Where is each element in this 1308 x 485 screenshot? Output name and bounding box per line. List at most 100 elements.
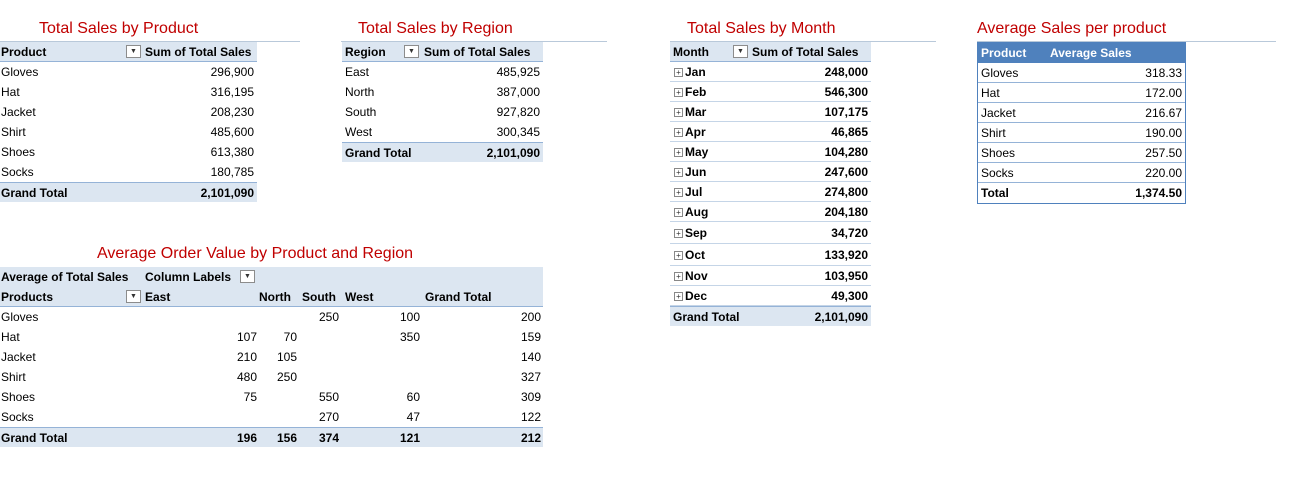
filter-dropdown-icon[interactable]: ▼ [126,45,141,58]
row-label-wrap[interactable]: + Oct [674,244,705,266]
row-value: 248,000 [824,65,868,79]
total-label: Total [981,186,1009,200]
grand-total-value: 2,101,090 [486,146,540,160]
filter-dropdown-icon[interactable]: ▼ [404,45,419,58]
cell-value: 122 [520,410,541,424]
row-label-wrap[interactable]: + Jan [674,62,706,82]
aov-pivot-title: Average Order Value by Product and Regio… [97,245,414,262]
region-pivot-table: Region ▼ Sum of Total Sales East 485,925 N… [342,42,543,162]
row-label: Hat [981,86,1000,100]
row-value: 387,000 [496,85,540,99]
row-label-wrap[interactable]: + Jul [674,182,702,202]
filter-dropdown-icon[interactable]: ▼ [733,45,748,58]
row-label-wrap[interactable]: + Dec [674,286,707,306]
cell-value: 105 [276,350,297,364]
table-row: Shoes 75 550 60 309 [0,387,543,407]
expand-plus-icon[interactable]: + [674,292,683,302]
filter-dropdown-icon[interactable]: ▼ [126,290,141,303]
row-label-wrap[interactable]: + Mar [674,102,706,122]
row-label: Gloves [981,66,1019,80]
table-row: Shirt 480 250 327 [0,367,543,387]
expand-plus-icon[interactable]: + [674,251,683,261]
grand-total-value: 2,101,090 [814,310,868,324]
grand-total-row: Grand Total 2,101,090 [670,306,871,326]
expand-plus-icon[interactable]: + [674,128,683,138]
value-field-label: Sum of Total Sales [145,45,252,59]
measure-label: Average of Total Sales [1,270,129,284]
row-value: 613,380 [210,145,254,159]
cell-value: 70 [283,330,297,344]
column-header: South [302,290,336,304]
row-value: 257.50 [1145,146,1182,160]
cell-value: 140 [520,350,541,364]
row-label: Oct [685,248,706,262]
expand-plus-icon[interactable]: + [674,108,683,118]
row-label: Apr [685,125,706,139]
row-label: Feb [685,85,707,99]
cell-value: 270 [318,410,339,424]
cell-value: 100 [399,310,420,324]
table-row: + Apr 46,865 [670,122,871,142]
region-pivot-title: Total Sales by Region [358,20,513,37]
row-label-wrap[interactable]: + Aug [674,202,708,222]
expand-plus-icon[interactable]: + [674,272,683,282]
column-header: East [145,290,171,304]
row-label: East [345,65,370,79]
table-row: Socks 270 47 122 [0,407,543,427]
table-row: North 387,000 [342,82,543,102]
row-label-wrap[interactable]: + Apr [674,122,706,142]
table-row: West 300,345 [342,122,543,142]
expand-plus-icon[interactable]: + [674,168,683,178]
row-field-label: Product [1,45,47,59]
expand-plus-icon[interactable]: + [674,88,683,98]
table-row: Hat 107 70 350 159 [0,327,543,347]
table-row: + Aug 204,180 [670,202,871,222]
table-row: Gloves 250 100 200 [0,307,543,327]
cell-value: 60 [406,390,420,404]
row-value: 46,865 [831,125,868,139]
table-row: Shoes 613,380 [0,142,257,162]
filter-dropdown-icon[interactable]: ▼ [240,270,255,283]
row-label-wrap[interactable]: + Sep [674,222,707,244]
row-field-label: Products [1,290,54,304]
row-value: 274,800 [824,185,868,199]
table-row: + May 104,280 [670,142,871,162]
row-label: Shirt [981,126,1006,140]
row-label: Shoes [981,146,1016,160]
row-label: Jul [685,185,703,199]
row-label: Gloves [1,65,39,79]
row-value: 300,345 [496,125,540,139]
table-row: Jacket 210 105 140 [0,347,543,367]
grand-total-row: Grand Total 196 156 374 121 212 [0,427,543,447]
row-value: 220.00 [1145,166,1182,180]
cell-value: 327 [520,370,541,384]
expand-plus-icon[interactable]: + [674,148,683,158]
table-row: Gloves 318.33 [978,63,1185,83]
cell-value: 350 [399,330,420,344]
expand-plus-icon[interactable]: + [674,68,683,78]
row-value: 296,900 [210,65,254,79]
table-row: Shirt 190.00 [978,123,1185,143]
grand-total-label: Grand Total [673,310,740,324]
title-underline [341,41,607,42]
row-label-wrap[interactable]: + May [674,142,708,162]
expand-plus-icon[interactable]: + [674,208,683,218]
row-label: Shoes [1,145,36,159]
title-underline [977,41,1276,42]
row-value: 927,820 [496,105,540,119]
row-label-wrap[interactable]: + Feb [674,82,706,102]
row-value: 180,785 [210,165,254,179]
avg-pivot-table: Product Average Sales Gloves 318.33 Hat 172… [977,42,1186,204]
pivot-header-row: Product Average Sales [978,43,1185,63]
row-value: 34,720 [831,226,868,240]
value-field-label: Sum of Total Sales [424,45,531,59]
row-value: 485,600 [210,125,254,139]
expand-plus-icon[interactable]: + [674,229,683,239]
month-pivot-table: Month ▼ Sum of Total Sales + Jan 248,000 + F… [670,42,871,326]
row-label-wrap[interactable]: + Nov [674,266,708,286]
expand-plus-icon[interactable]: + [674,188,683,198]
row-label: North [345,85,375,99]
row-label-wrap[interactable]: + Jun [674,162,706,182]
product-pivot-table: Product ▼ Sum of Total Sales Gloves 296,9… [0,42,257,202]
row-value: 485,925 [496,65,540,79]
